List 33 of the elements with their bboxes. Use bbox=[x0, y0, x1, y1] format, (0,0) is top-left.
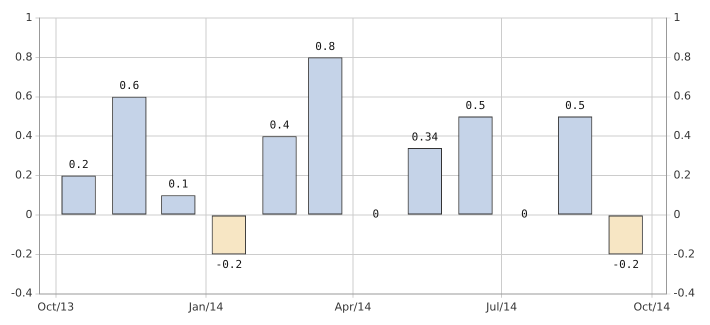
x-tick-label: Jul/14 bbox=[485, 300, 518, 314]
y2-tick-label: 0.6 bbox=[674, 90, 692, 103]
x-tick-label: Oct/13 bbox=[37, 300, 74, 314]
data-label: 0.2 bbox=[68, 158, 89, 171]
data-label: -0.2 bbox=[612, 258, 639, 271]
data-label: 0.1 bbox=[168, 178, 188, 191]
y2-tick-label: 1 bbox=[674, 10, 681, 24]
y2-tick-label: -0.2 bbox=[674, 247, 696, 260]
x-tick-label: Oct/14 bbox=[633, 300, 670, 314]
y-tick-label: 0 bbox=[25, 208, 32, 221]
data-label: 0.5 bbox=[466, 98, 486, 112]
x-tick-label: Apr/14 bbox=[334, 300, 372, 314]
y2-tick-label: 0.2 bbox=[674, 168, 692, 182]
y-tick-label: 0.2 bbox=[14, 168, 32, 182]
data-label: 0 bbox=[521, 207, 528, 220]
data-label: -0.2 bbox=[216, 258, 242, 271]
y-tick-label: 0.4 bbox=[14, 129, 32, 142]
data-label: 0.5 bbox=[565, 98, 586, 112]
y2-tick-label: 0.4 bbox=[674, 129, 692, 142]
y2-tick-label: 0.8 bbox=[674, 50, 692, 64]
x-tick-label: Jan/14 bbox=[188, 300, 224, 314]
y-tick-label: -0.4 bbox=[10, 286, 32, 300]
data-label: 0.34 bbox=[412, 130, 438, 144]
data-label: 0.4 bbox=[270, 118, 290, 132]
data-label: 0 bbox=[372, 207, 380, 220]
data-label: 0.8 bbox=[315, 40, 336, 53]
y2-tick-label: -0.4 bbox=[674, 286, 696, 300]
data-label: 0.6 bbox=[119, 79, 140, 92]
y-tick-label: 0.6 bbox=[14, 90, 32, 103]
y-tick-label: 1 bbox=[25, 10, 32, 24]
y2-tick-label: 0 bbox=[674, 208, 681, 221]
y-tick-label: 0.8 bbox=[14, 50, 32, 64]
y-tick-label: -0.2 bbox=[10, 247, 32, 260]
